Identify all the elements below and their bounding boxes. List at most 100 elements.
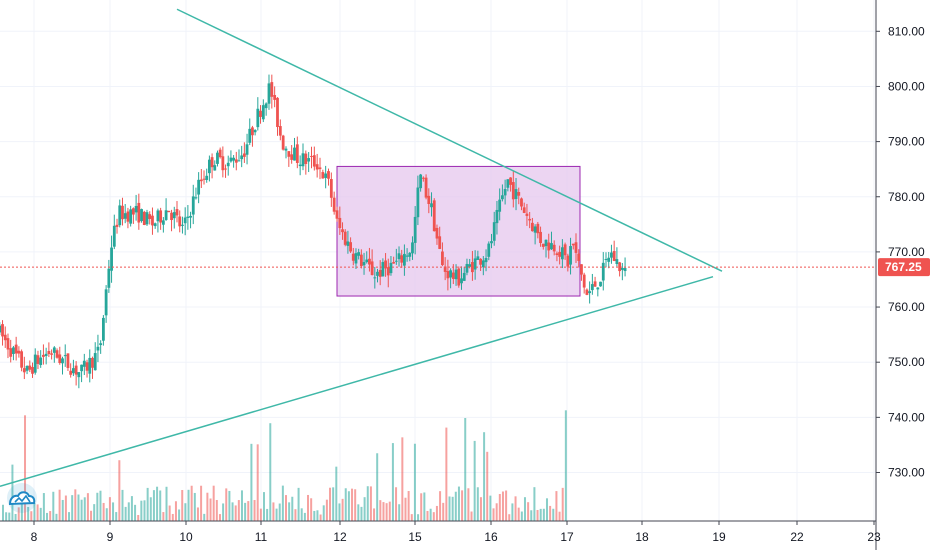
candle [315, 153, 319, 178]
candle-body [590, 284, 594, 291]
candle [604, 252, 608, 268]
y-tick-label: 740.00 [888, 410, 925, 424]
volume-bar [225, 488, 228, 521]
candle [615, 247, 619, 267]
candle-body [430, 203, 433, 208]
candle [99, 340, 103, 354]
volume-bar [20, 499, 23, 521]
candle-body [82, 360, 86, 367]
candle-body [392, 262, 396, 264]
candle [443, 257, 447, 281]
volume-bar [49, 511, 52, 521]
candle-body [421, 177, 425, 179]
volume-bar [448, 496, 451, 521]
candle [9, 339, 13, 363]
candle [245, 133, 249, 165]
candle-body [115, 224, 119, 227]
candle-body [80, 364, 83, 372]
candle [237, 149, 241, 162]
candle [525, 203, 529, 226]
cloud-logo-icon[interactable] [7, 483, 37, 513]
volume-bar [451, 496, 454, 521]
candle [618, 261, 622, 277]
candle-body [259, 110, 262, 117]
price-axis[interactable]: 730.00 740.00 750.00 760.00 770.00 780.00 790.… [876, 24, 925, 480]
candle-body [359, 254, 363, 267]
volume-bar [181, 489, 184, 521]
candle-body [468, 264, 472, 267]
candle [202, 170, 206, 185]
candle [539, 226, 542, 247]
candle [381, 258, 385, 277]
candle-body [290, 154, 294, 160]
candle [547, 233, 551, 259]
volume-bar [134, 504, 137, 521]
candle-body [140, 209, 143, 222]
candle-body [552, 244, 556, 252]
volume-bar [269, 423, 272, 521]
trendline-upper[interactable] [176, 8, 723, 272]
candle [397, 246, 401, 267]
candle [20, 349, 24, 372]
trendline-lower[interactable] [0, 275, 714, 488]
candle-body [571, 243, 575, 246]
candle-body [566, 255, 570, 267]
candle [36, 350, 40, 370]
candle-body [329, 179, 333, 198]
candle [240, 145, 244, 168]
candle [290, 145, 294, 164]
candle [242, 142, 246, 163]
candle-body [287, 151, 291, 157]
candle-body [126, 211, 130, 222]
candle [346, 230, 350, 254]
candle-body [281, 135, 285, 150]
candles [0, 74, 627, 389]
candle-body [460, 278, 463, 284]
volume-bar [209, 498, 212, 521]
x-tick-label: 18 [635, 530, 649, 544]
candle-body [506, 179, 510, 188]
x-tick-label: 19 [712, 530, 726, 544]
candle-body [473, 258, 477, 270]
candle [58, 346, 62, 365]
candle-body [419, 174, 423, 189]
candle-body [346, 241, 350, 246]
volume-bar [171, 513, 174, 521]
candle-body [85, 362, 89, 371]
candle-body [232, 157, 236, 161]
candle-body [123, 213, 127, 219]
candle [392, 256, 396, 264]
volume-bar [545, 498, 548, 521]
volume-bar [533, 487, 536, 521]
candle [251, 125, 254, 147]
x-tick-label: 16 [484, 530, 498, 544]
candle-body [481, 260, 485, 268]
candle-body [343, 231, 347, 245]
volume-bar [193, 492, 196, 521]
candle-body [327, 171, 330, 179]
candle-body [186, 216, 190, 218]
candle-body [599, 281, 602, 287]
candle [194, 187, 198, 200]
candle-body [547, 242, 551, 251]
candle [599, 281, 602, 287]
candle-body [528, 218, 532, 221]
candle [112, 214, 116, 250]
candle-body [205, 175, 209, 180]
volume-bar [272, 502, 275, 521]
volume-bar [77, 494, 80, 521]
time-axis[interactable]: 8 9 10 11 12 15 16 17 18 19 22 23 [31, 521, 881, 544]
candle [378, 260, 382, 286]
candle-body [315, 164, 319, 170]
volume-bar [354, 489, 357, 521]
candle-body [522, 207, 526, 213]
volume-bar [83, 497, 86, 521]
volume-bar [8, 512, 11, 521]
candle-body [22, 368, 26, 373]
volume-bar [55, 513, 58, 521]
volume-bar [395, 487, 398, 521]
volume-bar [527, 502, 530, 521]
candle-body [533, 226, 537, 233]
candle [3, 326, 7, 348]
